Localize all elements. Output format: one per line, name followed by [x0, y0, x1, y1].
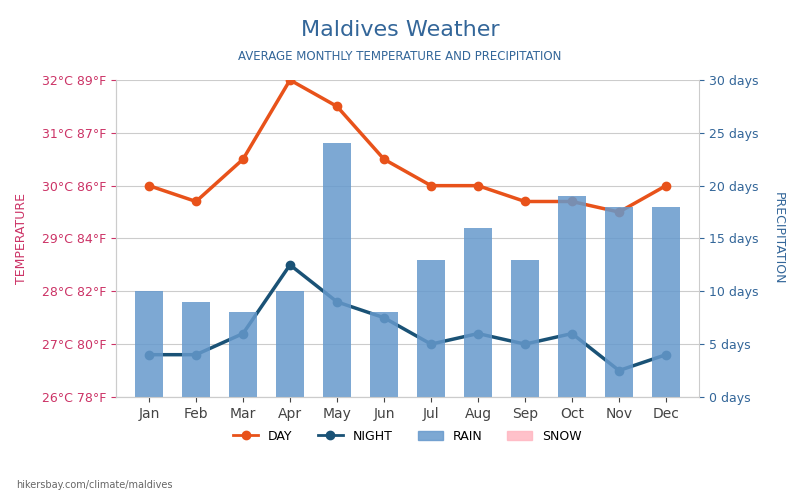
NIGHT: [426, 341, 436, 347]
NIGHT: [191, 352, 201, 358]
NIGHT: [614, 368, 624, 374]
DAY: [661, 182, 670, 188]
NIGHT: [567, 330, 577, 336]
Bar: [276, 292, 304, 397]
DAY: [426, 182, 436, 188]
DAY: [567, 198, 577, 204]
NIGHT: [286, 262, 295, 268]
Bar: [323, 144, 351, 397]
Text: hikersbay.com/climate/maldives: hikersbay.com/climate/maldives: [16, 480, 173, 490]
Line: DAY: DAY: [145, 76, 670, 216]
Bar: [370, 312, 398, 397]
DAY: [520, 198, 530, 204]
NIGHT: [238, 330, 248, 336]
DAY: [473, 182, 482, 188]
Legend: DAY, NIGHT, RAIN, SNOW: DAY, NIGHT, RAIN, SNOW: [228, 425, 587, 448]
DAY: [286, 77, 295, 83]
NIGHT: [661, 352, 670, 358]
NIGHT: [473, 330, 482, 336]
Bar: [229, 312, 257, 397]
DAY: [379, 156, 389, 162]
DAY: [332, 104, 342, 110]
Bar: [182, 302, 210, 397]
Bar: [558, 196, 586, 397]
Text: Maldives Weather: Maldives Weather: [301, 20, 499, 40]
NIGHT: [144, 352, 154, 358]
Line: NIGHT: NIGHT: [145, 260, 670, 374]
Text: AVERAGE MONTHLY TEMPERATURE AND PRECIPITATION: AVERAGE MONTHLY TEMPERATURE AND PRECIPIT…: [238, 50, 562, 63]
Bar: [135, 292, 163, 397]
Bar: [464, 228, 492, 397]
Bar: [511, 260, 539, 397]
Y-axis label: PRECIPITATION: PRECIPITATION: [772, 192, 785, 284]
NIGHT: [332, 299, 342, 305]
NIGHT: [520, 341, 530, 347]
DAY: [191, 198, 201, 204]
DAY: [614, 209, 624, 215]
NIGHT: [379, 314, 389, 320]
DAY: [144, 182, 154, 188]
Bar: [417, 260, 445, 397]
Bar: [652, 207, 680, 397]
DAY: [238, 156, 248, 162]
Bar: [605, 207, 633, 397]
Y-axis label: TEMPERATURE: TEMPERATURE: [15, 193, 28, 284]
